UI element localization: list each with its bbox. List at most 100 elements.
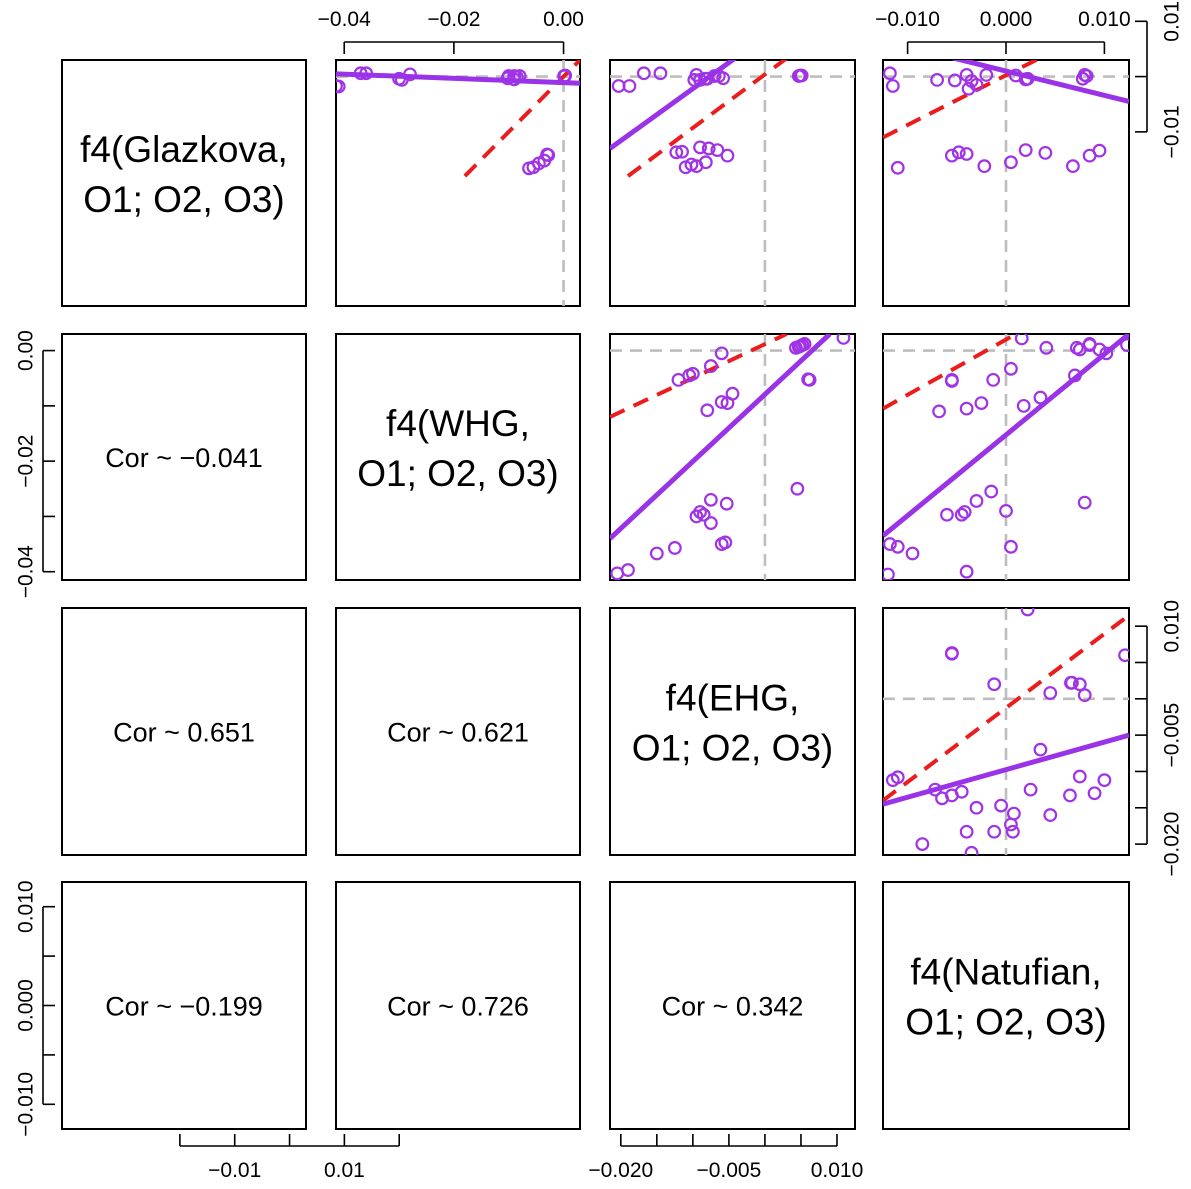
data-point — [1043, 686, 1058, 700]
data-point — [905, 546, 920, 561]
data-point — [986, 372, 1001, 387]
correlation-label: Cor ~ −0.199 — [105, 992, 263, 1022]
data-point — [883, 537, 897, 551]
correlation-label: Cor ~ 0.342 — [662, 992, 804, 1022]
data-point — [961, 81, 976, 96]
data-point — [915, 837, 930, 852]
left-tick-label: 0.000 — [15, 979, 38, 1032]
data-point — [987, 677, 1002, 692]
data-point — [954, 784, 969, 799]
right-tick-label: 0.01 — [1161, 1, 1184, 42]
data-point — [1072, 677, 1087, 692]
data-point — [703, 359, 718, 373]
data-point — [1004, 155, 1018, 170]
data-point — [725, 386, 740, 401]
data-point — [1038, 145, 1053, 160]
panel-frame-r1-c0 — [61, 333, 307, 581]
data-point — [689, 509, 704, 524]
right-tick-label: −0.020 — [1161, 812, 1184, 877]
right-tick-label: −0.005 — [1161, 703, 1184, 768]
data-point — [1018, 143, 1033, 158]
panel-frame-r2-c0 — [61, 607, 307, 856]
variable-label-2: f4(EHG, O1; O2, O3) — [632, 678, 834, 769]
variable-label-line: f4(Natufian, — [910, 952, 1101, 993]
left-tick-label: −0.010 — [15, 1072, 38, 1137]
regression-line — [883, 334, 1129, 538]
data-point — [836, 334, 851, 345]
reference-line — [883, 60, 1041, 140]
regression-line — [610, 60, 737, 151]
variable-label-line: f4(WHG, — [386, 403, 530, 444]
data-point — [974, 396, 989, 411]
data-point — [653, 66, 668, 81]
left-tick-label: −0.04 — [15, 545, 38, 598]
data-point — [1023, 782, 1038, 797]
data-point — [885, 79, 900, 93]
top-tick-label: 0.010 — [1078, 8, 1131, 31]
data-point — [994, 798, 1008, 813]
data-point — [1020, 608, 1035, 617]
data-point — [890, 770, 905, 785]
variable-label-1: f4(WHG, O1; O2, O3) — [357, 403, 559, 494]
data-point — [1004, 817, 1018, 832]
top-tick-label: −0.010 — [875, 8, 940, 31]
data-point — [1004, 539, 1018, 554]
correlation-label: Cor ~ 0.621 — [387, 718, 529, 748]
data-point — [1082, 338, 1097, 352]
variable-label-line: O1; O2, O3) — [905, 1002, 1107, 1043]
data-point — [932, 404, 946, 419]
data-point — [882, 860, 894, 872]
data-point — [1099, 346, 1114, 361]
data-point — [794, 68, 809, 83]
data-point — [957, 505, 972, 519]
top-tick-label: −0.02 — [427, 8, 480, 31]
panel-frame-r1-c2 — [609, 333, 856, 581]
data-point — [722, 0, 734, 1]
data-point — [1077, 495, 1092, 510]
data-point — [1004, 361, 1018, 376]
data-point — [959, 401, 974, 416]
data-point — [1072, 769, 1087, 784]
left-tick-label: 0.010 — [15, 880, 38, 933]
data-point — [1118, 648, 1129, 663]
panel-frame-r3-c0 — [61, 881, 307, 1130]
bottom-tick-label: −0.005 — [696, 1159, 761, 1182]
data-point — [883, 66, 897, 81]
data-point — [720, 148, 735, 163]
correlation-label: Cor ~ −0.041 — [105, 443, 263, 473]
panel-frame-r3-c1 — [335, 881, 581, 1130]
data-point — [1016, 398, 1031, 413]
data-point — [1063, 788, 1077, 803]
scatter-panel-r0-c2 — [610, 0, 855, 306]
variable-label-line: O1; O2, O3) — [83, 179, 285, 220]
data-point — [1006, 806, 1021, 821]
data-point — [716, 71, 731, 86]
data-point — [367, 0, 379, 2]
data-point — [944, 646, 959, 661]
scatter-panel-r0-c1 — [336, 0, 580, 306]
data-point — [610, 566, 625, 580]
data-point — [959, 564, 974, 579]
data-point — [669, 145, 684, 160]
data-point — [522, 161, 536, 176]
data-point — [714, 395, 729, 409]
left-tick-label: −0.02 — [15, 435, 38, 488]
regression-line — [336, 71, 580, 86]
right-tick-label: 0.010 — [1161, 600, 1184, 653]
variable-label-line: f4(EHG, — [666, 678, 800, 719]
data-point — [714, 346, 729, 361]
data-point — [1039, 340, 1054, 355]
variable-label-line: f4(Glazkova, — [80, 129, 288, 170]
variable-label-line: O1; O2, O3) — [632, 728, 834, 769]
panel-frame-r2-c2 — [609, 607, 856, 856]
data-point — [999, 503, 1013, 518]
data-point — [401, 24, 413, 36]
correlation-label: Cor ~ 0.726 — [387, 992, 529, 1022]
data-point — [1069, 340, 1084, 355]
data-point — [1043, 808, 1058, 822]
data-point — [959, 824, 974, 839]
data-point — [684, 157, 699, 172]
data-point — [701, 141, 716, 156]
data-point — [802, 372, 817, 387]
